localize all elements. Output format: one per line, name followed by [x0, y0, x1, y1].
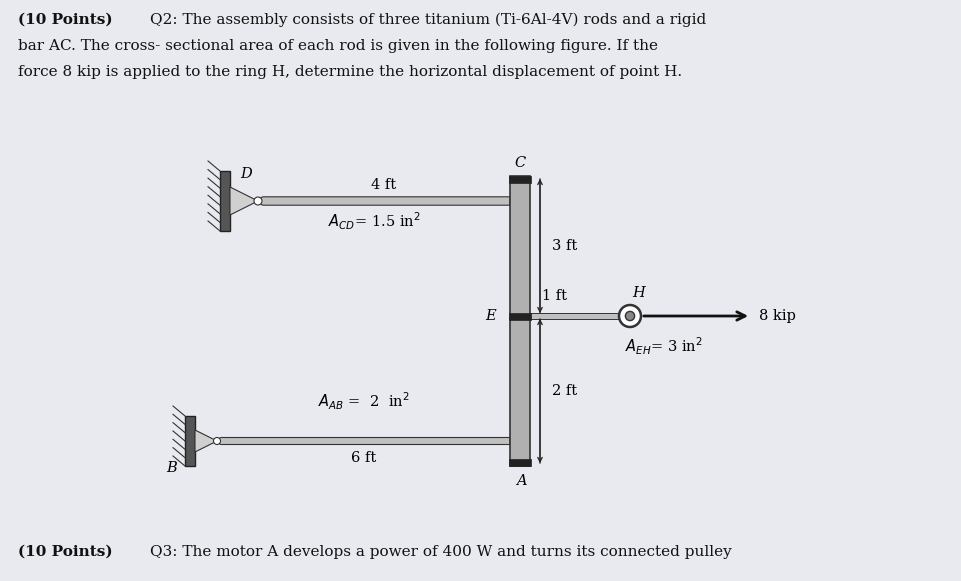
Text: B: B	[166, 461, 177, 475]
Text: $A_{AB}$ =  2  in$^2$: $A_{AB}$ = 2 in$^2$	[318, 391, 409, 413]
Text: 1 ft: 1 ft	[542, 289, 567, 303]
Polygon shape	[195, 430, 217, 452]
Text: force 8 kip is applied to the ring H, determine the horizontal displacement of p: force 8 kip is applied to the ring H, de…	[18, 65, 682, 79]
Text: 6 ft: 6 ft	[351, 451, 376, 465]
Bar	[509, 313, 531, 320]
Bar	[185, 416, 195, 466]
Text: E: E	[485, 309, 496, 323]
Text: Q3: The motor A develops a power of 400 W and turns its connected pulley: Q3: The motor A develops a power of 400 …	[150, 545, 731, 559]
Text: D: D	[240, 167, 252, 181]
Text: 3 ft: 3 ft	[552, 239, 578, 253]
Text: (10 Points): (10 Points)	[18, 545, 112, 559]
Circle shape	[626, 311, 634, 321]
Text: $A_{EH}$= 3 in$^2$: $A_{EH}$= 3 in$^2$	[625, 336, 702, 357]
Text: 2 ft: 2 ft	[552, 384, 578, 398]
Text: A: A	[516, 474, 527, 488]
Text: bar AC. The cross- sectional area of each rod is given in the following figure. : bar AC. The cross- sectional area of eac…	[18, 39, 658, 53]
Text: 4 ft: 4 ft	[372, 178, 397, 192]
Text: C: C	[514, 156, 526, 170]
Text: H: H	[632, 286, 645, 300]
Polygon shape	[258, 197, 510, 205]
Circle shape	[254, 197, 262, 205]
Polygon shape	[230, 187, 258, 215]
Text: 8 kip: 8 kip	[759, 309, 796, 323]
Circle shape	[619, 305, 641, 327]
Polygon shape	[217, 437, 510, 444]
Bar	[510, 176, 530, 466]
Circle shape	[213, 437, 220, 444]
Text: $A_{CD}$= 1.5 in$^2$: $A_{CD}$= 1.5 in$^2$	[328, 211, 420, 232]
Bar	[509, 176, 531, 183]
Polygon shape	[530, 313, 619, 319]
Bar	[509, 459, 531, 466]
Text: (10 Points): (10 Points)	[18, 13, 112, 27]
Bar	[220, 171, 230, 231]
Text: Q2: The assembly consists of three titanium (Ti-6Al-4V) rods and a rigid: Q2: The assembly consists of three titan…	[150, 13, 706, 27]
